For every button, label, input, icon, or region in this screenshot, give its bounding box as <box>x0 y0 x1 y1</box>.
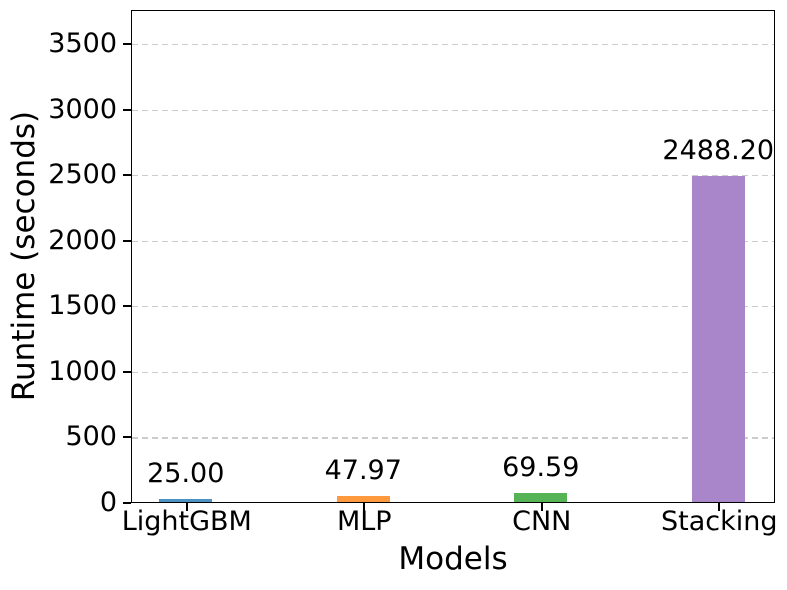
x-tick-cnn <box>540 503 543 511</box>
gridline-1500 <box>132 306 774 308</box>
y-tick-1500 <box>123 305 131 308</box>
gridline-3000 <box>132 109 774 111</box>
bar-value-label-mlp: 47.97 <box>324 454 402 486</box>
bar-value-label-stacking: 2488.20 <box>662 135 775 167</box>
y-tick-2000 <box>123 239 131 242</box>
x-tick-mlp <box>363 503 366 511</box>
x-axis-label: Models <box>398 541 508 577</box>
bar-stacking <box>691 176 745 502</box>
bar-mlp <box>336 495 390 502</box>
x-tick-label-stacking: Stacking <box>660 506 778 537</box>
gridline-2500 <box>132 175 774 177</box>
x-tick-label-lightgbm: LightGBM <box>121 506 252 537</box>
y-tick-label-2000: 2000 <box>48 224 117 256</box>
y-tick-label-2500: 2500 <box>48 159 117 191</box>
y-tick-3000 <box>123 108 131 111</box>
y-tick-label-3500: 3500 <box>48 28 117 60</box>
x-tick-stacking <box>718 503 721 511</box>
x-tick-lightgbm <box>185 503 188 511</box>
y-tick-2500 <box>123 174 131 177</box>
x-tick-label-mlp: MLP <box>336 506 392 537</box>
bar-value-label-cnn: 69.59 <box>502 451 580 483</box>
y-tick-500 <box>123 436 131 439</box>
y-tick-label-0: 0 <box>99 487 117 518</box>
gridline-1000 <box>132 371 774 373</box>
bar-lightgbm <box>159 498 213 502</box>
y-tick-label-1000: 1000 <box>48 355 117 387</box>
gridline-3500 <box>132 44 774 46</box>
bar-value-label-lightgbm: 25.00 <box>147 457 225 489</box>
y-tick-label-3000: 3000 <box>48 93 117 125</box>
y-tick-1000 <box>123 370 131 373</box>
gridline-2000 <box>132 240 774 242</box>
bar-cnn <box>514 492 568 502</box>
gridline-500 <box>132 437 774 439</box>
y-tick-label-500: 500 <box>65 421 117 453</box>
plot-area: 25.00 47.97 69.59 2488.20 <box>131 10 775 503</box>
y-tick-3500 <box>123 43 131 46</box>
x-tick-label-cnn: CNN <box>512 506 572 537</box>
y-tick-0 <box>123 502 131 504</box>
y-tick-label-1500: 1500 <box>48 290 117 322</box>
